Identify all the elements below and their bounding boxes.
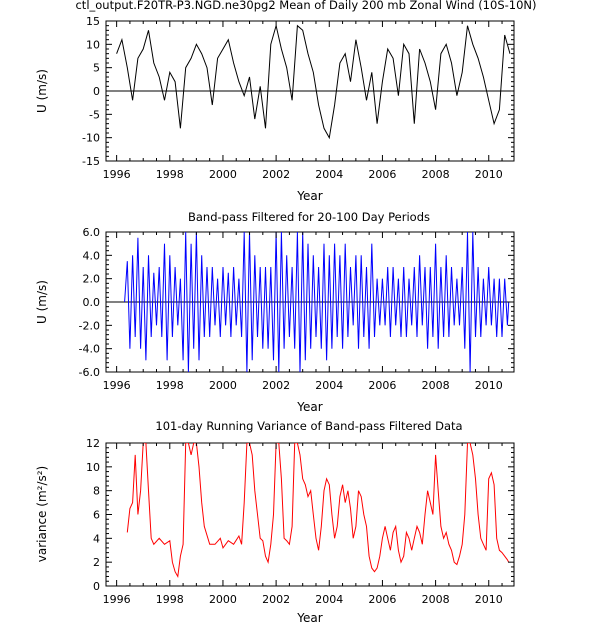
x-tick-label: 2000: [209, 593, 237, 606]
y-tick-label: 15: [86, 15, 100, 28]
x-tick-label: 2008: [422, 168, 450, 181]
x-tick-label: 2010: [475, 593, 503, 606]
panel-2-title: Band-pass Filtered for 20-100 Day Period…: [188, 210, 430, 224]
x-tick-label: 2006: [368, 168, 396, 181]
y-tick-label: 5: [93, 62, 100, 75]
panel-3-yticks: 0 2 4 6 8 10 12: [86, 437, 514, 593]
panel-3-frame: [105, 442, 515, 587]
panel-3-title: 101-day Running Variance of Band-pass Fi…: [155, 419, 462, 433]
series-line: [116, 24, 511, 140]
x-tick-label: 1998: [156, 593, 184, 606]
x-tick-label: 1996: [103, 168, 131, 181]
x-tick-label: 2006: [368, 379, 396, 392]
panel-1-series: [106, 24, 514, 140]
panel-3-x-axis-label: Year: [296, 611, 322, 625]
x-tick-label: 2000: [209, 168, 237, 181]
x-tick-label: 2002: [262, 168, 290, 181]
y-tick-label: -5: [89, 108, 100, 121]
panel-3-xticks: 1996 1998 2000 2002 2004 2006 2008 2010: [103, 443, 503, 606]
panel-1-title: ctl_output.F20TR-P3.NGD.ne30pg2 Mean of …: [75, 0, 536, 12]
x-tick-label: 2002: [262, 593, 290, 606]
panel-1: ctl_output.F20TR-P3.NGD.ne30pg2 Mean of …: [35, 0, 537, 203]
x-tick-label: 2004: [315, 168, 343, 181]
y-tick-label: -15: [82, 155, 100, 168]
series-line: [126, 443, 510, 579]
panel-3-series: [126, 443, 510, 579]
x-tick-label: 2010: [475, 168, 503, 181]
x-tick-label: 2008: [422, 379, 450, 392]
panel-1-y-axis-label: U (m/s): [35, 69, 49, 113]
panel-3-y-axis-label: variance (m²/s²): [35, 466, 49, 562]
y-tick-label: 0: [93, 85, 100, 98]
panel-1-yticks: -15 -10 -5 0 5 10 15: [82, 15, 514, 168]
y-tick-label: -4.0: [79, 343, 100, 356]
panel-2-series: [106, 232, 514, 372]
x-tick-label: 1998: [156, 168, 184, 181]
panel-1-xticks: 1996 1998 2000 2002 2004 2006 2008 2010: [103, 21, 503, 181]
panel-1-x-axis-label: Year: [296, 189, 322, 203]
x-tick-label: 1998: [156, 379, 184, 392]
y-tick-label: 8: [93, 485, 100, 498]
y-tick-label: -10: [82, 132, 100, 145]
x-tick-label: 1996: [103, 593, 131, 606]
y-tick-label: 2.0: [83, 273, 101, 286]
panel-2-yticks: -6.0 -4.0 -2.0 0.0 2.0 4.0 6.0: [79, 226, 514, 379]
y-tick-label: 12: [86, 437, 100, 450]
panel-2-y-axis-label: U (m/s): [35, 280, 49, 324]
y-tick-label: 2: [93, 556, 100, 569]
y-tick-label: -2.0: [79, 319, 100, 332]
y-tick-label: -6.0: [79, 366, 100, 379]
y-tick-label: 6: [93, 509, 100, 522]
panel-2-xticks: 1996 1998 2000 2002 2004 2006 2008 2010: [103, 232, 503, 392]
y-tick-label: 10: [86, 461, 100, 474]
y-tick-label: 4: [93, 532, 100, 545]
y-tick-label: 6.0: [83, 226, 101, 239]
x-tick-label: 2006: [368, 593, 396, 606]
x-tick-label: 2002: [262, 379, 290, 392]
y-tick-label: 10: [86, 38, 100, 51]
panel-2-x-axis-label: Year: [296, 400, 322, 414]
y-tick-label: 0: [93, 580, 100, 593]
panel-2: Band-pass Filtered for 20-100 Day Period…: [35, 210, 515, 414]
y-tick-label: 4.0: [83, 249, 101, 262]
x-tick-label: 1996: [103, 379, 131, 392]
x-tick-label: 2010: [475, 379, 503, 392]
x-tick-label: 2008: [422, 593, 450, 606]
x-tick-label: 2004: [315, 593, 343, 606]
series-line: [124, 232, 510, 372]
x-tick-label: 2000: [209, 379, 237, 392]
y-tick-label: 0.0: [83, 296, 101, 309]
panel-3: 101-day Running Variance of Band-pass Fi…: [35, 419, 515, 625]
x-tick-label: 2004: [315, 379, 343, 392]
